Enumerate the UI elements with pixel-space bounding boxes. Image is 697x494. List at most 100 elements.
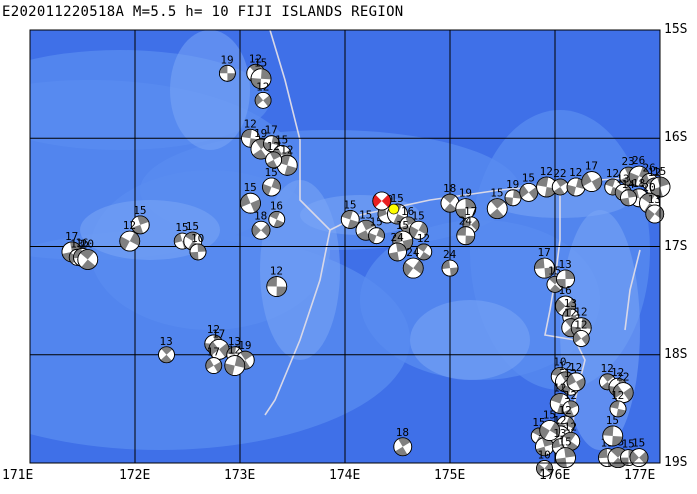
focal-mechanism: [158, 346, 175, 364]
depth-label: 12: [606, 167, 619, 180]
depth-label: 19: [238, 339, 251, 352]
focal-mechanism: [415, 243, 433, 261]
depth-label: 19: [506, 178, 519, 191]
depth-label: 17: [207, 346, 220, 359]
depth-label: 13: [648, 193, 661, 206]
focal-mechanism: [581, 171, 603, 192]
depth-label: 20: [81, 237, 94, 250]
focal-mechanism: [189, 243, 207, 261]
depth-label: 14: [622, 178, 636, 191]
x-tick-label: 174E: [329, 468, 361, 483]
focal-mechanism: [456, 226, 476, 246]
depth-label: 15: [632, 437, 645, 450]
depth-label: 12: [270, 265, 283, 278]
focal-mechanism: [645, 204, 665, 224]
depth-label: 12: [569, 361, 582, 374]
depth-label: 15: [559, 436, 572, 449]
main-event: [372, 191, 400, 215]
depth-label: 15: [522, 171, 535, 184]
depth-label: 15: [275, 133, 288, 146]
focal-mechanism: [392, 230, 414, 252]
depth-label: 15: [175, 221, 188, 234]
focal-mechanism: [77, 249, 99, 270]
focal-mechanism: [263, 135, 280, 153]
depth-label: 17: [65, 230, 78, 243]
y-tick-label: 16S: [664, 130, 688, 146]
depth-label: 17: [265, 124, 278, 137]
depth-label: 12: [244, 117, 257, 130]
focal-mechanism: [609, 400, 627, 418]
depth-label: 15: [343, 198, 356, 211]
x-tick-label: 171E: [2, 468, 34, 483]
focal-mechanism: [119, 230, 141, 252]
depth-label: 13: [616, 172, 629, 185]
focal-mechanism: [539, 420, 561, 441]
focal-mechanism: [388, 242, 407, 262]
x-tick-label: 175E: [434, 468, 466, 483]
x-tick-label: 177E: [624, 468, 656, 483]
depth-label: 20: [643, 181, 656, 194]
depth-label: 18: [254, 209, 267, 222]
focal-mechanism: [519, 182, 539, 202]
focal-mechanism: [566, 372, 586, 392]
depth-label: 17: [538, 246, 551, 259]
depth-label: 10: [553, 355, 566, 368]
focal-mechanism: [602, 425, 624, 447]
event-mechanism: [372, 191, 392, 211]
depth-label: 15: [186, 220, 199, 233]
depth-label: 13: [564, 297, 577, 310]
focal-mechanism: [224, 355, 246, 376]
focal-mechanism: [620, 189, 637, 207]
depth-label: 22: [616, 371, 629, 384]
ridge-area: [170, 30, 250, 150]
depth-label: 15: [391, 192, 404, 205]
focal-mechanism: [340, 210, 360, 229]
depth-label: 15: [244, 181, 257, 194]
depth-label: 17: [585, 160, 598, 173]
ridge-area: [410, 300, 530, 380]
focal-mechanism: [612, 382, 634, 404]
depth-label: 12: [574, 319, 587, 332]
depth-label: 15: [606, 414, 619, 427]
depth-label: 12: [249, 52, 262, 65]
depth-label: 12: [648, 166, 661, 179]
depth-label: 23: [622, 155, 635, 168]
focal-mechanism: [555, 447, 576, 468]
depth-label: 10: [191, 232, 204, 245]
depth-label: 15: [396, 219, 409, 232]
focal-mechanism: [562, 400, 580, 418]
depth-label: 17: [212, 327, 225, 340]
x-tick-label: 173E: [224, 468, 256, 483]
depth-label: 15: [133, 204, 146, 217]
focal-mechanism: [266, 276, 288, 297]
depth-label: 13: [559, 258, 572, 271]
focal-mechanism: [254, 91, 272, 109]
focal-mechanism: [572, 330, 590, 347]
depth-label: 12: [540, 165, 553, 178]
depth-label: 22: [553, 167, 566, 180]
focal-mechanism: [251, 220, 271, 240]
depth-label: 13: [160, 335, 173, 348]
depth-label: 12: [611, 366, 624, 379]
depth-label: 12: [564, 307, 577, 320]
focal-mechanism: [130, 215, 150, 235]
focal-mechanism: [218, 64, 236, 82]
depth-label: 16: [270, 199, 283, 212]
depth-label: 12: [611, 389, 624, 402]
map-frame: [29, 29, 661, 464]
depth-label: 15: [490, 187, 503, 200]
focal-mechanism: [268, 211, 286, 228]
depth-label: 15: [543, 409, 556, 422]
depth-label: 15: [622, 438, 635, 451]
focal-mechanism: [551, 178, 569, 196]
focal-mechanism: [205, 357, 223, 374]
focal-mechanism: [486, 198, 508, 220]
depth-label: 12: [559, 404, 572, 417]
depth-label: 16: [559, 284, 572, 297]
focal-mechanism: [556, 269, 575, 289]
depth-label: 19: [254, 127, 267, 140]
focal-mechanism: [402, 257, 424, 279]
depth-label: 12: [564, 389, 577, 402]
y-tick-label: 19S: [664, 455, 688, 470]
